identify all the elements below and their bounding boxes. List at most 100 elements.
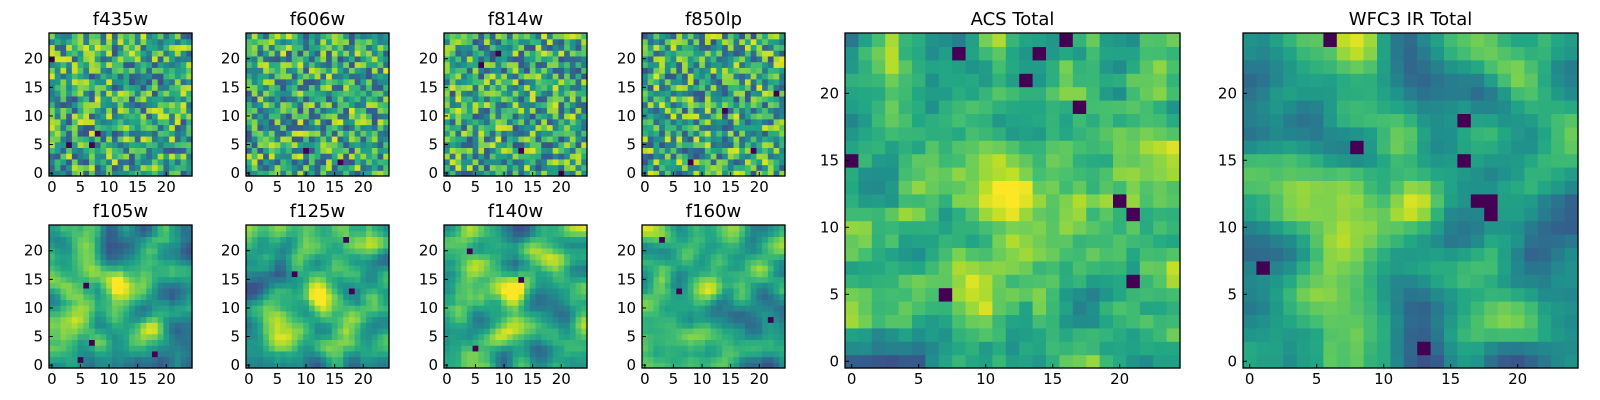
heatmap-cell: [326, 270, 333, 278]
heatmap-cell: [163, 38, 170, 46]
heatmap-cell: [257, 44, 264, 51]
heatmap-cell: [552, 107, 559, 114]
heatmap-cell: [383, 141, 390, 148]
heatmap-cell: [647, 158, 655, 166]
heatmap-cell: [552, 305, 559, 312]
heatmap-cell: [371, 61, 379, 68]
heatmap-cell: [461, 333, 468, 340]
heatmap-cell: [518, 84, 525, 91]
heatmap-cell: [512, 55, 519, 63]
heatmap-cell: [54, 73, 62, 80]
heatmap-cell: [308, 164, 316, 171]
heatmap-cell: [71, 73, 79, 80]
heatmap-cell: [348, 61, 356, 68]
heatmap-cell: [286, 362, 293, 369]
heatmap-cell: [77, 135, 84, 143]
heatmap-cell: [506, 107, 514, 114]
heatmap-cell: [331, 316, 339, 323]
heatmap-cell: [659, 50, 666, 57]
heatmap-cell: [129, 84, 136, 91]
heatmap-cell: [180, 78, 187, 86]
heatmap-cell: [489, 118, 497, 126]
heatmap-cell: [733, 95, 740, 103]
heatmap-cell: [274, 113, 281, 120]
heatmap-cell: [268, 362, 276, 369]
heatmap-cell: [77, 253, 84, 260]
heatmap-cell: [664, 345, 672, 352]
heatmap-cell: [274, 44, 281, 51]
heatmap-cell: [89, 253, 96, 260]
heatmap-cell: [274, 236, 281, 243]
heatmap-cell: [744, 107, 752, 114]
heatmap-cell: [354, 50, 361, 57]
heatmap-cell: [670, 147, 677, 154]
heatmap-cell: [371, 147, 379, 154]
heatmap-cell: [286, 322, 293, 329]
heatmap-cell: [180, 164, 187, 171]
heatmap-cell: [704, 356, 712, 363]
heatmap-cell: [83, 141, 90, 148]
heatmap-cell: [478, 124, 485, 131]
heatmap-cell: [581, 124, 588, 131]
heatmap-cell: [569, 236, 577, 243]
heatmap-cell: [274, 322, 281, 329]
heatmap-cell: [71, 113, 79, 120]
heatmap-cell: [89, 316, 96, 323]
heatmap-cell: [77, 73, 84, 80]
heatmap-cell: [541, 101, 548, 108]
heatmap-cell: [129, 118, 136, 126]
heatmap-cell: [366, 265, 373, 272]
heatmap-cell: [779, 78, 786, 86]
heatmap-cell: [466, 118, 474, 126]
heatmap-cell: [466, 107, 474, 114]
heatmap-cell: [767, 316, 775, 323]
heatmap-cell: [280, 322, 287, 329]
heatmap-cell: [280, 73, 287, 80]
heatmap-cell: [66, 322, 73, 329]
heatmap-cell: [687, 135, 695, 143]
heatmap-cell: [659, 107, 666, 114]
heatmap-cell: [449, 135, 457, 143]
heatmap-cell: [495, 230, 502, 238]
heatmap-cell: [581, 101, 588, 108]
heatmap-cell: [308, 356, 316, 363]
heatmap-cell: [320, 107, 327, 114]
heatmap-cell: [60, 276, 67, 283]
heatmap-cell: [83, 67, 90, 74]
heatmap-cell: [354, 310, 361, 318]
heatmap-cell: [180, 107, 187, 114]
heatmap-cell: [366, 293, 373, 300]
heatmap-cell: [704, 316, 712, 323]
heatmap-cell: [49, 270, 56, 278]
heatmap-cell: [383, 118, 390, 126]
heatmap-cell: [733, 158, 740, 166]
heatmap-cell: [331, 293, 339, 300]
heatmap-cell: [484, 242, 491, 249]
heatmap-cell: [246, 90, 253, 97]
heatmap-cell: [343, 78, 350, 86]
heatmap-cell: [575, 242, 582, 249]
heatmap-cell: [246, 101, 253, 108]
heatmap-cell: [512, 158, 519, 166]
heatmap-cell: [699, 299, 706, 306]
heatmap-cell: [722, 305, 729, 312]
heatmap-cell: [489, 164, 497, 171]
heatmap-cell: [541, 270, 548, 278]
x-tick-label: 5: [471, 178, 481, 196]
heatmap-cell: [682, 73, 689, 80]
heatmap-cell: [174, 33, 182, 40]
heatmap-cell: [320, 124, 327, 131]
heatmap-cell: [89, 78, 96, 86]
heatmap-cell: [94, 67, 102, 74]
heatmap-cell: [263, 282, 270, 289]
heatmap-cell: [739, 310, 746, 318]
heatmap-cell: [286, 253, 293, 260]
heatmap-cell: [750, 316, 757, 323]
heatmap-cell: [535, 55, 542, 63]
heatmap-cell: [767, 345, 775, 352]
heatmap-cell: [66, 282, 73, 289]
heatmap-cell: [664, 310, 672, 318]
heatmap-cell: [308, 130, 316, 137]
heatmap-cell: [744, 310, 752, 318]
heatmap-cell: [106, 141, 113, 148]
